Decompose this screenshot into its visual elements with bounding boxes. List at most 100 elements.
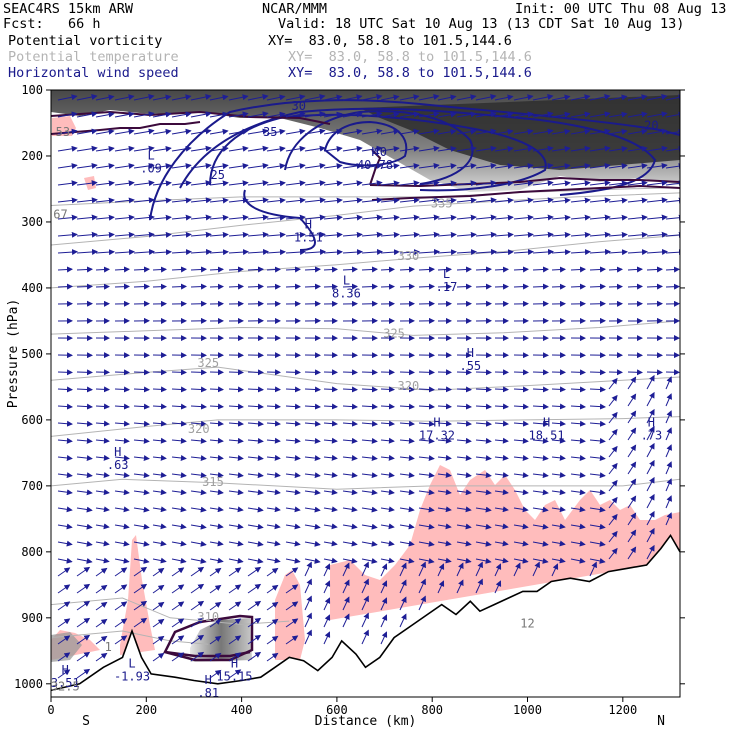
wind-vector	[133, 557, 150, 564]
north-end-label: N	[657, 714, 665, 729]
wind-vector	[190, 566, 205, 577]
wind-vector	[494, 231, 514, 238]
wind-vector	[190, 283, 207, 290]
wind-vector	[209, 523, 224, 530]
wind-vector	[228, 197, 249, 204]
wind-vector	[551, 506, 566, 513]
wind-vector	[608, 111, 628, 118]
wind-vector	[209, 128, 229, 135]
extremum-marker: H	[305, 218, 312, 232]
extremum-marker: H	[231, 656, 238, 670]
y-tick-label: 1000	[14, 677, 43, 691]
wind-vector	[171, 618, 185, 628]
wind-vector	[513, 403, 529, 410]
wind-vector	[627, 214, 648, 221]
wind-vector	[133, 266, 150, 273]
wind-vector	[228, 163, 249, 169]
wind-vector	[95, 437, 110, 444]
wind-vector	[456, 180, 477, 187]
wind-vector	[665, 376, 672, 390]
wind-vector	[171, 652, 185, 662]
wind-vector	[57, 94, 78, 101]
wind-vector	[57, 523, 73, 530]
wind-vector	[570, 266, 586, 273]
wind-vector	[608, 496, 618, 509]
wind-vector	[494, 111, 514, 118]
wind-vector	[570, 489, 586, 496]
wind-vector	[589, 420, 606, 427]
wind-vector	[361, 540, 378, 547]
wind-vector	[266, 163, 286, 170]
wind-vector	[475, 369, 492, 376]
wind-vector	[114, 145, 135, 152]
wind-vector	[323, 437, 338, 444]
wind-vector	[57, 420, 73, 427]
wind-vector	[456, 214, 477, 221]
wind-vector	[228, 540, 244, 547]
wind-vector	[209, 163, 229, 170]
wind-vector	[437, 163, 457, 170]
wind-vector	[646, 527, 655, 543]
wind-vector	[361, 561, 369, 577]
wind-vector	[228, 523, 244, 530]
wind-vector	[152, 231, 172, 238]
x-axis-label: Distance (km)	[315, 714, 417, 729]
theta-contour-label: 330	[398, 249, 420, 263]
wind-vector	[665, 111, 680, 118]
wind-vector	[133, 162, 155, 169]
wind-vector	[209, 214, 229, 221]
wind-vector	[76, 145, 98, 152]
wind-vector	[209, 180, 229, 187]
wind-vector	[342, 111, 363, 118]
wind-vector	[646, 391, 655, 407]
wind-vector	[57, 437, 73, 444]
wind-vector	[665, 146, 680, 152]
wind-vector	[228, 420, 244, 427]
wind-vector	[247, 403, 264, 410]
wind-vector	[513, 489, 529, 496]
wind-vector	[646, 266, 663, 273]
wind-vector	[551, 111, 571, 118]
wind-vector	[133, 506, 150, 513]
extremum-value: 8.36	[332, 287, 361, 301]
wind-vector	[57, 180, 78, 187]
wind-vector	[190, 455, 207, 462]
wind-vector	[209, 111, 229, 118]
y-tick-label: 300	[21, 215, 43, 229]
wind-vector	[323, 111, 343, 118]
wind-vector	[266, 214, 286, 221]
wind-vector	[475, 162, 497, 169]
wind-vector	[475, 561, 483, 577]
wind-vector	[589, 214, 611, 221]
wind-vector	[665, 197, 680, 204]
wind-vector	[361, 386, 378, 393]
wind-vector	[76, 634, 91, 645]
wind-vector	[76, 128, 98, 135]
wind-vector	[209, 567, 222, 577]
wind-vector	[171, 214, 192, 221]
wind-vector	[247, 566, 262, 577]
wind-vector	[551, 557, 566, 564]
wind-vector	[532, 489, 549, 496]
wind-vector	[361, 145, 383, 152]
wind-vector	[95, 506, 110, 513]
contour-label: 32.5	[51, 679, 80, 693]
wind-vector	[361, 557, 378, 564]
wind-vector	[608, 180, 628, 187]
wind-vector	[266, 180, 286, 187]
wind-vector	[570, 420, 586, 427]
wind-vector	[190, 231, 212, 238]
wind-vector	[399, 145, 420, 152]
wind-vector	[608, 445, 618, 458]
wind-vector	[247, 600, 262, 611]
wind-vector	[95, 214, 115, 221]
wind-vector	[209, 618, 222, 628]
wind-vector	[399, 437, 415, 444]
wind-vector	[114, 403, 130, 410]
wind-vector	[532, 197, 554, 204]
wind-vector	[380, 557, 395, 564]
wind-contour-label: 40	[373, 145, 387, 159]
pv-contour-5	[163, 614, 254, 662]
wind-vector	[76, 668, 91, 679]
